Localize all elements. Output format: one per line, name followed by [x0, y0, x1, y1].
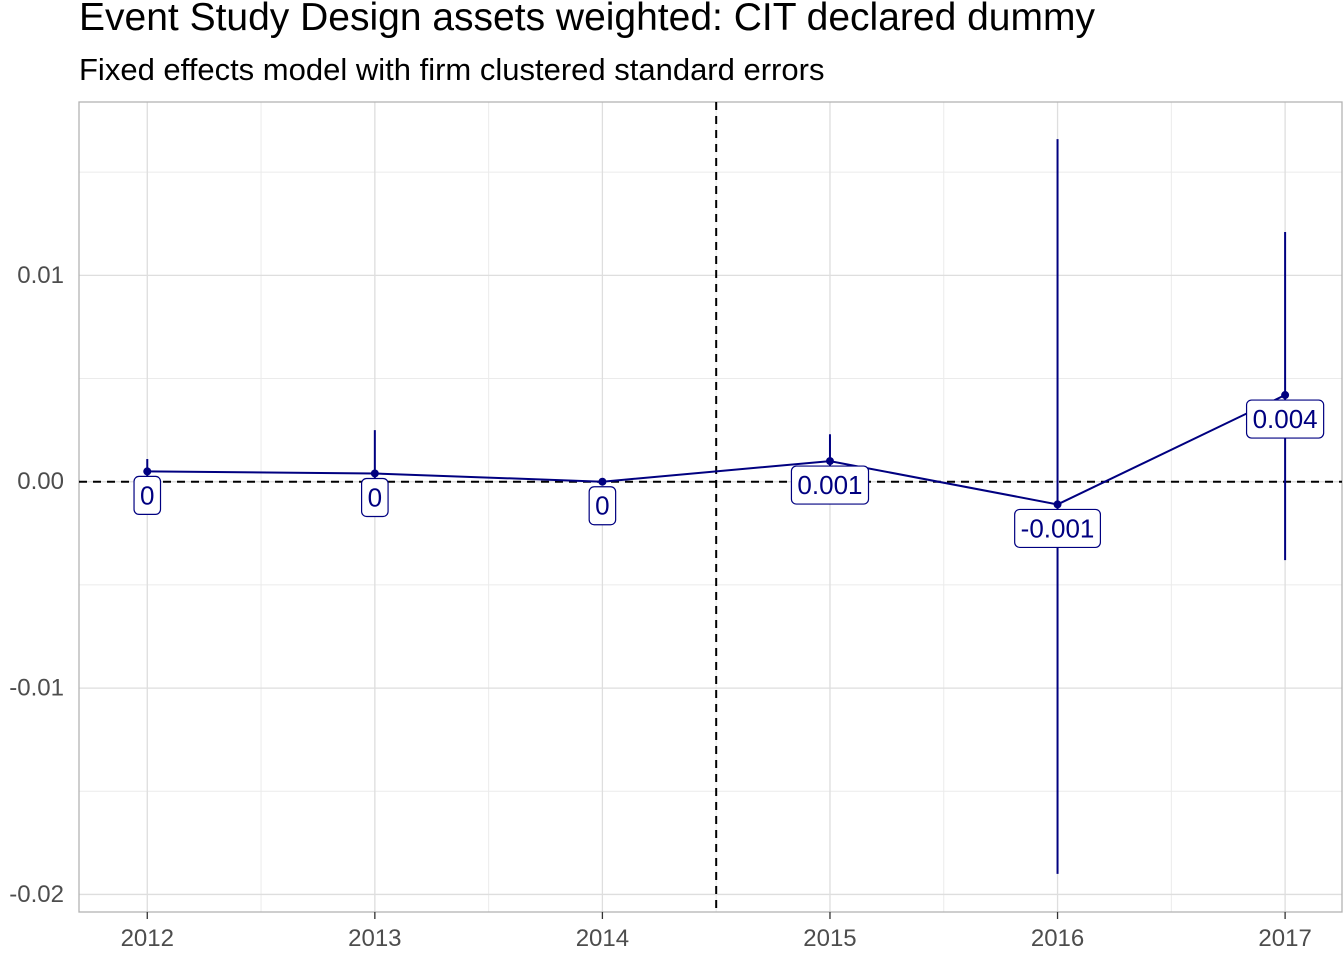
data-label-text: 0 [368, 482, 382, 512]
data-point [825, 457, 834, 466]
data-label-box [588, 486, 617, 526]
x-tick-label: 2013 [348, 925, 401, 952]
data-point [370, 469, 379, 478]
data-label: 0 [588, 486, 617, 526]
series-line [147, 394, 1286, 506]
coefficient-line [147, 394, 1286, 506]
x-tick-label: 2014 [576, 925, 629, 952]
data-label: 0.001 [790, 465, 870, 505]
data-label: 0 [133, 475, 162, 516]
data-label-text: 0 [140, 480, 154, 510]
data-point [1053, 500, 1062, 509]
x-tick-label: 2015 [803, 925, 856, 952]
y-tick-label: -0.02 [9, 881, 64, 908]
major-gridlines [79, 102, 1342, 912]
data-label-box [1245, 399, 1325, 439]
y-axis: 0.01 0.00 -0.01 -0.02 [9, 262, 64, 908]
data-label-text: 0.001 [797, 470, 862, 500]
data-label: 0.004 [1245, 399, 1325, 439]
y-tick-label: -0.01 [9, 675, 64, 702]
y-tick-label: 0.00 [17, 468, 64, 495]
coefficient-points [143, 391, 1290, 509]
data-point [1281, 391, 1290, 400]
data-label-box [790, 465, 870, 505]
data-label-box [361, 477, 389, 518]
chart-title: Event Study Design assets weighted: CIT … [79, 0, 1095, 39]
x-tick-label: 2016 [1031, 925, 1084, 952]
data-label: -0.001 [1014, 508, 1102, 549]
data-label-text: 0.004 [1253, 404, 1318, 434]
x-axis: 2012 2013 2014 2015 2016 2017 [121, 912, 1312, 952]
y-tick-label: 0.01 [17, 262, 64, 289]
minor-gridlines [79, 102, 1342, 912]
reference-lines [79, 102, 1342, 912]
data-label-text: -0.001 [1021, 513, 1095, 543]
data-label-box [133, 475, 162, 516]
data-label-text: 0 [595, 491, 609, 521]
plot-panel-border [78, 101, 1343, 913]
data-label: 0 [361, 477, 389, 518]
coefficient-labels: 0 0 0 0.001 -0.001 0.004 [133, 399, 1325, 549]
x-tick-label: 2012 [121, 925, 174, 952]
data-label-box [1014, 508, 1102, 549]
data-point [143, 467, 152, 476]
data-point [598, 477, 607, 486]
x-tick-label: 2017 [1258, 925, 1311, 952]
chart-subtitle: Fixed effects model with firm clustered … [79, 52, 825, 87]
